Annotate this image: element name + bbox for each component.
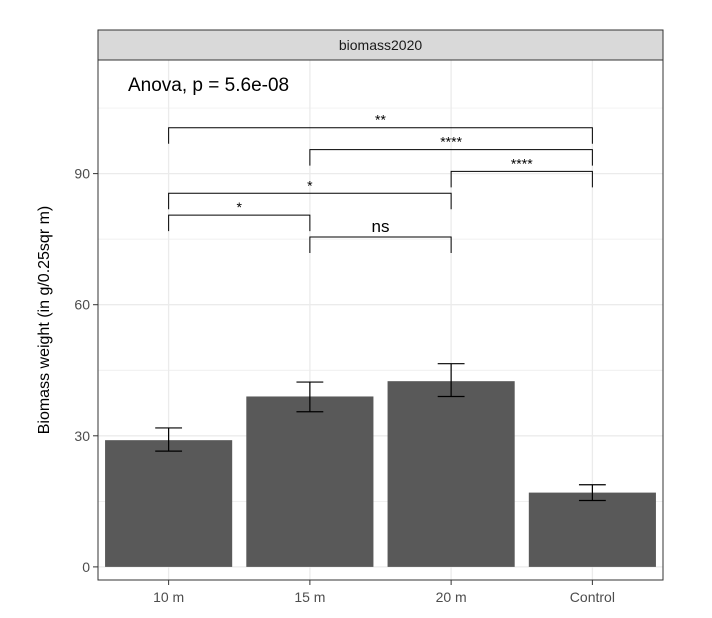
- bar-0: [105, 440, 233, 567]
- error-bar-1: [296, 381, 324, 413]
- comparison-bracket-1: ****: [309, 134, 593, 166]
- comparison-label-2: ****: [511, 155, 533, 171]
- comparison-bracket-5: ns: [309, 217, 452, 253]
- comparison-label-4: *: [237, 199, 243, 215]
- comparison-bracket-4: *: [168, 199, 311, 232]
- x-tick-label-1: 15 m: [294, 589, 325, 605]
- error-bar-3: [578, 484, 606, 502]
- y-tick-label-60: 60: [74, 297, 90, 313]
- comparison-label-5: ns: [372, 217, 390, 236]
- y-axis-label: Biomass weight (in g/0.25sqr m): [36, 206, 53, 435]
- bar-2: [387, 381, 515, 567]
- bars-group: [105, 381, 656, 567]
- facet-strip: [97, 29, 664, 61]
- x-tick-label-0: 10 m: [153, 589, 184, 605]
- y-axis: 0 30 60 90: [74, 166, 98, 575]
- comparison-label-0: **: [375, 112, 386, 128]
- anova-annotation: Anova, p = 5.6e-08: [128, 75, 289, 96]
- x-tick-label-3: Control: [570, 589, 615, 605]
- error-bar-2: [437, 363, 465, 398]
- error-bars-group: [155, 363, 606, 502]
- y-tick-label-30: 30: [74, 428, 90, 444]
- bar-3: [528, 492, 656, 567]
- significance-brackets: ************ns: [168, 112, 593, 253]
- bar-1: [246, 396, 374, 567]
- facet-title: biomass2020: [339, 37, 422, 53]
- x-tick-label-2: 20 m: [436, 589, 467, 605]
- comparison-label-1: ****: [440, 134, 462, 150]
- comparison-bracket-3: *: [168, 177, 452, 210]
- comparison-label-3: *: [307, 177, 313, 193]
- x-axis: 10 m 15 m 20 m Control: [153, 580, 615, 605]
- error-bar-0: [155, 427, 183, 452]
- comparison-bracket-2: ****: [450, 155, 593, 188]
- y-tick-label-90: 90: [74, 166, 90, 182]
- comparison-bracket-0: **: [168, 112, 593, 144]
- y-tick-label-0: 0: [82, 559, 90, 575]
